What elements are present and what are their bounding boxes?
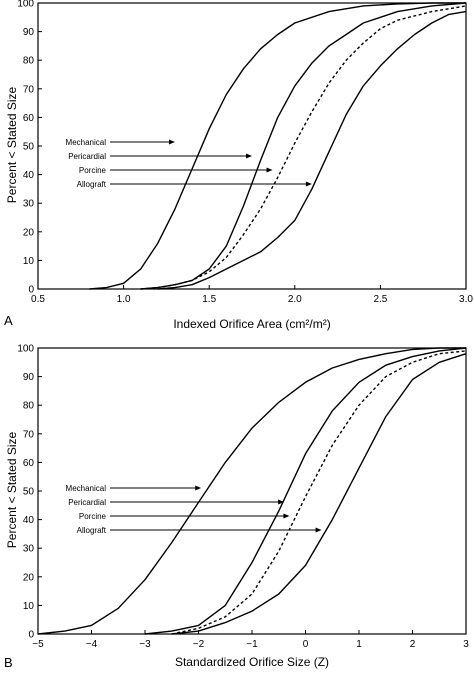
chart-a-series-pericardial (140, 2, 467, 290)
chart-a-series-mechanical (89, 2, 466, 290)
chart-b-annotation-label: Porcine (79, 512, 107, 521)
chart-b-series-allograft (171, 353, 467, 635)
chart-b-annotation-label: Mechanical (66, 484, 107, 493)
chart-b-series-porcine (171, 350, 467, 635)
chart-panel-b: Percent < Stated Size Standardized Orifi… (5, 344, 469, 670)
chart-a-annotation-label: Porcine (79, 166, 107, 175)
chart-b-x-tick-label: 2 (410, 639, 416, 650)
chart-b-annotation-label: Pericardial (68, 498, 106, 507)
chart-b-annotation-arrowhead (195, 485, 202, 491)
panel-letter-b: B (4, 655, 13, 670)
chart-b-y-tick-label: 80 (23, 401, 35, 412)
chart-panel-a: Percent < Stated Size Indexed Orifice Ar… (5, 0, 473, 331)
chart-b-x-tick-label: −4 (86, 639, 98, 650)
chart-b-annotation-arrowhead (315, 527, 322, 533)
chart-a-y-tick-label: 80 (23, 56, 35, 67)
chart-b-series-mechanical (37, 347, 466, 635)
chart-b-y-tick-label: 40 (23, 515, 35, 526)
chart-a-y-tick-label: 20 (23, 227, 35, 238)
chart-a-annotation-label: Pericardial (68, 152, 106, 161)
chart-b-annotation-arrowhead (283, 513, 290, 519)
chart-a-x-tick-label: 1.5 (202, 294, 216, 305)
chart-b-x-tick-label: −1 (246, 639, 258, 650)
chart-b-series-pericardial (144, 347, 467, 635)
chart-b-y-tick-label: 100 (17, 344, 34, 355)
chart-b-y-tick-label: 30 (23, 544, 35, 555)
chart-a-x-tick-label: 2.5 (373, 294, 387, 305)
chart-a-y-tick-label: 10 (23, 256, 35, 267)
chart-b-x-tick-label: −3 (139, 639, 151, 650)
chart-b-x-tick-label: 3 (463, 639, 469, 650)
chart-b-y-tick-label: 0 (28, 630, 34, 641)
chart-b-y-tick-label: 90 (23, 372, 35, 383)
chart-b-x-tick-label: 0 (303, 639, 309, 650)
chart-a-x-tick-label: 2.0 (288, 294, 302, 305)
chart-a-x-axis-label: Indexed Orifice Area (cm²/m²) (173, 317, 330, 331)
chart-a-y-tick-label: 60 (23, 113, 35, 124)
chart-b-annotation-label: Allograft (77, 526, 107, 535)
chart-a-annotation-label: Allograft (77, 180, 107, 189)
chart-a-y-tick-label: 0 (28, 285, 34, 296)
chart-a-annotation-arrowhead (246, 153, 252, 159)
chart-a-x-tick-label: 3.0 (459, 294, 473, 305)
chart-a-annotation-arrowhead (305, 181, 312, 187)
chart-b-y-tick-label: 70 (23, 429, 35, 440)
chart-b-annotation-arrowhead (278, 499, 285, 505)
chart-b-y-axis-label: Percent < Stated Size (5, 431, 19, 548)
chart-a-annotation-arrowhead (266, 167, 273, 173)
chart-b-y-tick-label: 20 (23, 572, 35, 583)
chart-a-annotation-arrowhead (168, 139, 175, 145)
chart-a-y-tick-label: 70 (23, 84, 35, 95)
chart-a-x-tick-label: 1.0 (117, 294, 131, 305)
chart-b-x-tick-label: 1 (356, 639, 362, 650)
chart-b-y-tick-label: 60 (23, 458, 35, 469)
chart-a-y-tick-label: 100 (17, 0, 34, 10)
chart-b-x-tick-label: −5 (32, 639, 44, 650)
chart-a-series-porcine (140, 5, 467, 290)
chart-a-y-tick-label: 40 (23, 170, 35, 181)
chart-b-y-tick-label: 50 (23, 487, 35, 498)
panel-letter-a: A (4, 313, 13, 328)
chart-a-y-tick-label: 30 (23, 199, 35, 210)
chart-b-y-tick-label: 10 (23, 601, 35, 612)
chart-a-series-allograft (157, 10, 467, 290)
chart-a-y-tick-label: 50 (23, 142, 35, 153)
chart-a-y-axis-label: Percent < Stated Size (5, 86, 19, 203)
chart-b-x-tick-label: −2 (193, 639, 205, 650)
chart-a-annotation-label: Mechanical (66, 138, 107, 147)
chart-b-x-axis-label: Standardized Orifice Size (Z) (175, 655, 329, 669)
chart-a-x-tick-label: 0.5 (31, 294, 45, 305)
chart-a-y-tick-label: 90 (23, 27, 35, 38)
